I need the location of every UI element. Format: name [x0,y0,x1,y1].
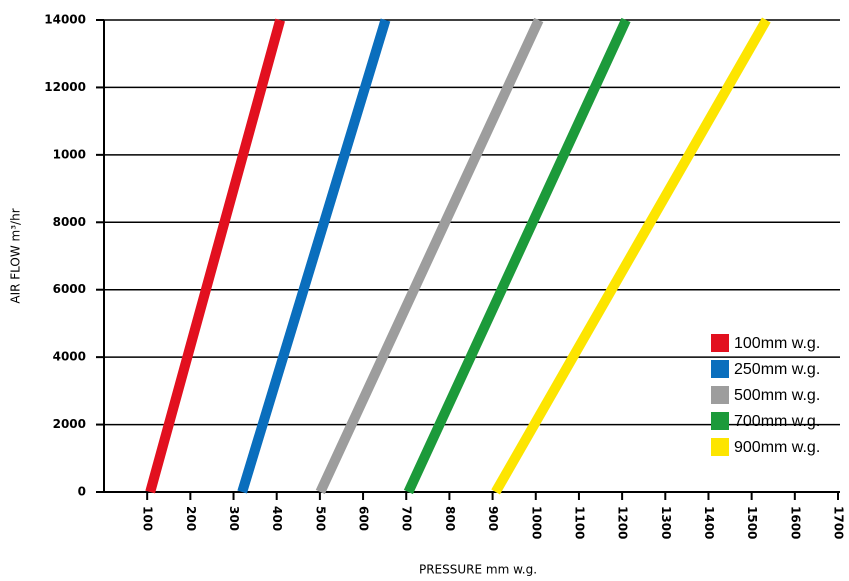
x-tick-label: 900 [486,506,500,531]
legend-swatch [711,334,729,352]
x-tick-label: 100 [141,506,155,531]
x-tick-label: 1600 [788,506,802,539]
series-line [403,17,631,495]
series-line [491,17,771,495]
x-axis-label: PRESSURE mm w.g. [419,563,537,577]
legend-label: 100mm w.g. [734,335,820,352]
y-tick-label: 6000 [53,282,86,296]
series-line [315,17,544,495]
y-tick-label: 0 [78,485,86,499]
y-axis-label: AIR FLOW m³/hr [9,208,23,303]
y-tick-label: 2000 [53,417,86,431]
series-line [237,18,391,494]
x-tick-label: 1100 [572,506,586,539]
y-tick-label: 12000 [44,80,86,94]
x-tick-label: 1000 [529,506,543,539]
legend-label: 900mm w.g. [734,439,820,456]
x-tick-label: 400 [270,506,284,531]
x-tick-label: 500 [313,506,327,531]
y-tick-label: 4000 [53,350,86,364]
x-tick-label: 800 [443,506,457,531]
legend-swatch [711,386,729,404]
x-tick-label: 1200 [616,506,630,539]
legend-label: 500mm w.g. [734,387,820,404]
x-tick-label: 300 [227,506,241,531]
x-tick-label: 1400 [702,506,716,539]
y-tick-label: 8000 [53,215,86,229]
legend-label: 250mm w.g. [734,361,820,378]
series-line [145,18,285,494]
legend-swatch [711,360,729,378]
x-tick-label: 1500 [745,506,759,539]
x-tick-label: 1300 [659,506,673,539]
legend-label: 700mm w.g. [734,413,820,430]
y-tick-label: 1000 [53,147,86,161]
y-tick-label: 14000 [44,13,86,27]
x-tick-label: 700 [400,506,414,531]
x-tick-label: 200 [184,506,198,531]
x-tick-label: 1700 [832,506,846,539]
legend-swatch [711,412,729,430]
legend-swatch [711,438,729,456]
x-tick-label: 600 [357,506,371,531]
